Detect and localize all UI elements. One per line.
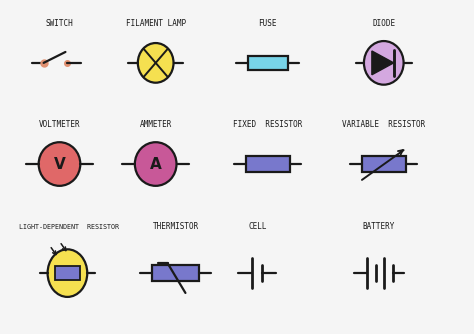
Text: VARIABLE  RESISTOR: VARIABLE RESISTOR [342, 120, 425, 129]
Text: DIODE: DIODE [372, 19, 395, 28]
Ellipse shape [47, 249, 87, 297]
Text: FILAMENT LAMP: FILAMENT LAMP [126, 19, 186, 28]
Bar [362, 156, 406, 172]
Text: CELL: CELL [248, 222, 267, 231]
Ellipse shape [364, 41, 403, 85]
Polygon shape [372, 51, 394, 75]
Ellipse shape [135, 142, 176, 186]
Text: VOLTMETER: VOLTMETER [39, 120, 80, 129]
Text: AMMETER: AMMETER [139, 120, 172, 129]
Bar [152, 265, 199, 281]
Text: FUSE: FUSE [258, 19, 277, 28]
Ellipse shape [138, 43, 173, 83]
Bar [248, 56, 288, 70]
Text: FIXED  RESISTOR: FIXED RESISTOR [233, 120, 302, 129]
Text: V: V [54, 157, 65, 172]
Text: BATTERY: BATTERY [363, 222, 395, 231]
Bar [55, 266, 80, 280]
Text: THERMISTOR: THERMISTOR [152, 222, 199, 231]
Text: A: A [150, 157, 162, 172]
Ellipse shape [39, 142, 80, 186]
Bar [246, 156, 290, 172]
Text: LIGHT-DEPENDENT  RESISTOR: LIGHT-DEPENDENT RESISTOR [19, 223, 119, 229]
Text: SWITCH: SWITCH [46, 19, 73, 28]
